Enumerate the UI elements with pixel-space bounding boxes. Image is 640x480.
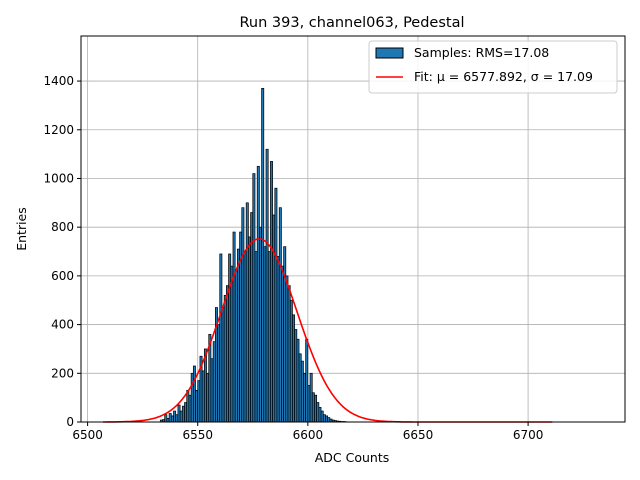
y-tick-label: 200	[51, 366, 74, 380]
grid	[81, 36, 625, 423]
x-tick-label: 6550	[182, 428, 213, 442]
legend-label-fit: Fit: μ = 6577.892, σ = 17.09	[414, 69, 593, 84]
y-tick-label: 600	[51, 269, 74, 283]
y-tick-label: 1200	[43, 123, 74, 137]
legend-box	[368, 40, 618, 94]
x-tick-label: 6650	[403, 428, 434, 442]
legend-swatch-samples	[375, 47, 404, 59]
y-tick-label: 400	[51, 318, 74, 332]
plot-frame	[80, 35, 626, 423]
x-tick-label: 6700	[513, 428, 544, 442]
y-tick-label: 1400	[43, 74, 74, 88]
legend: Samples: RMS=17.08 Fit: μ = 6577.892, σ …	[368, 40, 618, 94]
ticks: 6500 6550 6600 6650 6700 0 200 400 600 800 1000 120…	[43, 74, 543, 442]
fit-curve	[103, 238, 553, 423]
x-tick-label: 6500	[72, 428, 103, 442]
legend-label-samples: Samples: RMS=17.08	[414, 45, 549, 60]
x-axis-label: ADC Counts	[315, 450, 390, 465]
y-axis-label: Entries	[14, 207, 29, 251]
chart-title: Run 393, channel063, Pedestal	[239, 15, 464, 31]
x-tick-label: 6600	[293, 428, 324, 442]
y-tick-label: 0	[66, 415, 74, 429]
y-tick-label: 1000	[43, 171, 74, 185]
y-tick-label: 800	[51, 220, 74, 234]
